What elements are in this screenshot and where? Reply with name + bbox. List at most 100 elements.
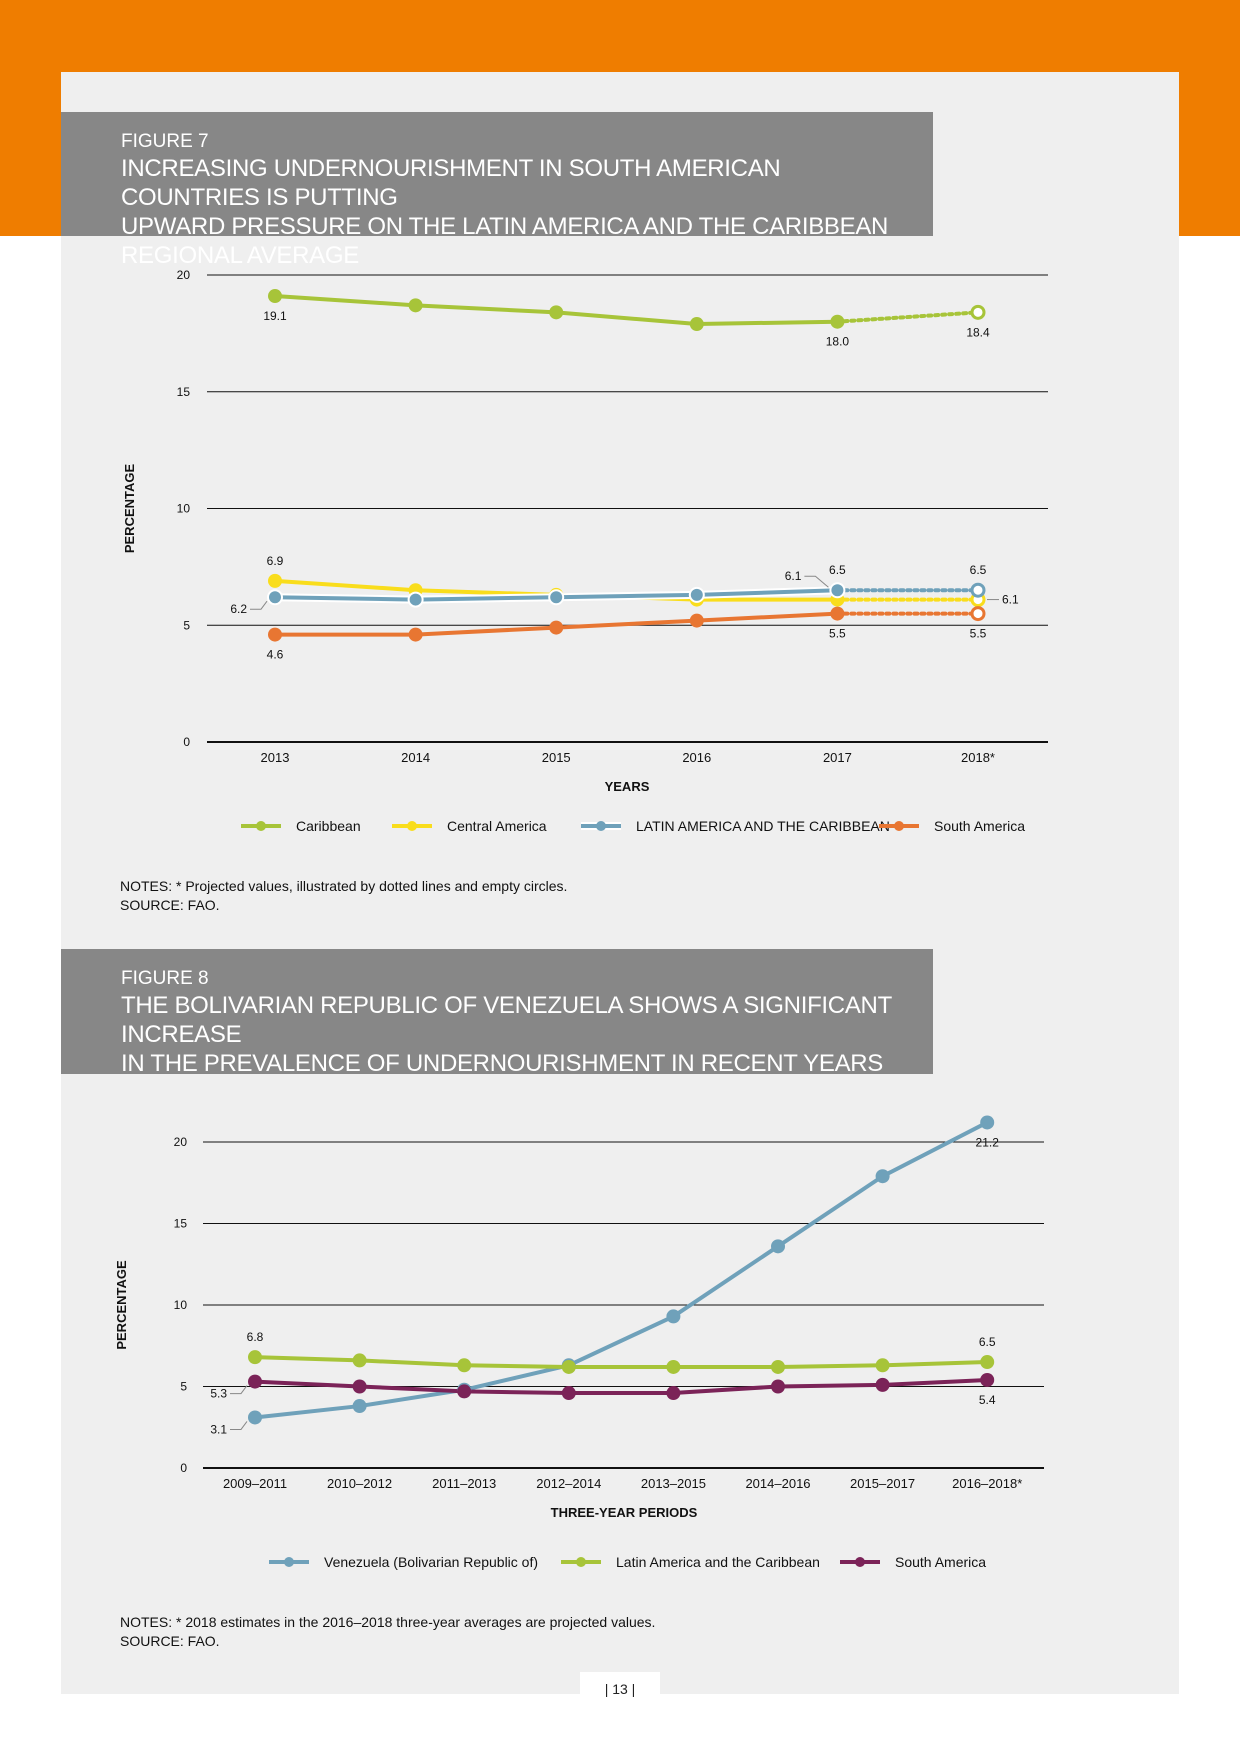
figure8-title-line1: THE BOLIVARIAN REPUBLIC OF VENEZUELA SHO… [121,992,892,1048]
fig7-legend-label: LATIN AMERICA AND THE CARIBBEAN [636,818,890,834]
fig8-series-1-data-label: 6.5 [979,1335,996,1349]
fig8-y-tick-label: 0 [180,1461,187,1475]
fig7-series-2-point [267,589,283,606]
fig7-legend-swatch-dot [256,821,266,831]
fig8-legend-swatch-dot [284,1557,294,1567]
fig7-series-0-point [830,314,845,329]
fig8-y-tick-label: 5 [180,1380,187,1394]
fig7-x-tick-label: 2013 [261,750,290,765]
fig7-series-3-data-label: 5.5 [970,627,987,641]
fig7-series-0-data-label: 18.4 [966,325,990,339]
figure8-notes-text: NOTES: * 2018 estimates in the 2016–2018… [120,1614,656,1630]
figure7-source-text: SOURCE: FAO. [120,897,220,913]
fig8-y-axis-label: PERCENTAGE [114,1260,129,1350]
fig7-y-tick-label: 5 [183,618,190,632]
fig8-y-tick-label: 15 [174,1217,188,1231]
fig8-series-1-point [666,1359,681,1374]
fig7-y-axis-label: PERCENTAGE [122,464,137,554]
fig8-series-0-point [666,1309,681,1324]
figure8-chart: 0 5 10 15 20 PERCENTAGE 2009–2011 2010–2012 2011… [114,1115,1044,1570]
fig7-series-0-projected-line [835,310,980,324]
content-panel [61,72,1179,1694]
fig8-series-1-line [254,1355,988,1369]
figure8-notes: NOTES: * 2018 estimates in the 2016–2018… [120,1613,655,1651]
fig8-x-axis-label: THREE-YEAR PERIODS [551,1505,698,1520]
fig8-series-2-line [254,1377,988,1396]
fig7-legend-swatch-dot [407,821,417,831]
fig8-series-1-point [248,1350,262,1365]
figure7-notes-text: NOTES: * Projected values, illustrated b… [120,878,568,894]
fig7-series-0-point [549,305,564,320]
fig8-series-1-point [980,1355,995,1370]
fig8-series-2-point [771,1379,785,1394]
fig8-x-tick-label: 2015–2017 [850,1476,915,1491]
figure8-label: FIGURE 8 [121,968,209,989]
figure7-notes: NOTES: * Projected values, illustrated b… [120,877,567,915]
fig7-y-tick-label: 20 [177,268,191,282]
fig7-series-3-point [970,606,986,622]
fig8-series-2-point [248,1374,262,1389]
fig8-x-tick-label: 2011–2013 [432,1476,496,1491]
fig7-x-tick-label: 2018* [961,750,995,765]
fig8-series-0-point [248,1410,262,1425]
fig8-series-2-data-label: 5.4 [979,1393,996,1407]
fig8-series-0-line [254,1120,989,1420]
fig7-series-0-point [689,317,704,332]
fig7-series-2-point [970,582,986,598]
fig8-series-1-point [561,1359,576,1374]
fig7-x-axis-label: YEARS [605,779,650,794]
figure7-label: FIGURE 7 [121,131,209,152]
fig7-y-tick-label: 10 [177,502,191,516]
fig8-series-1-point [352,1353,367,1368]
figure7-chart: 0 5 10 15 20 PERCENTAGE 2013 2014 2015 2016 2017 20… [122,268,1048,834]
fig8-series-2-point [561,1386,576,1401]
fig8-series-2-point [352,1379,367,1394]
fig8-legend-label: Venezuela (Bolivarian Republic of) [324,1554,538,1570]
fig7-series-2-point [688,586,705,603]
fig7-legend-label: South America [934,818,1025,834]
fig7-label-leader [250,600,268,610]
fig8-x-tick-label: 2010–2012 [327,1476,392,1491]
fig7-series-2-data-label: 6.5 [970,563,987,577]
fig7-series-2-point [548,589,565,606]
figure8-header: FIGURE 8 THE BOLIVARIAN REPUBLIC OF VENE… [61,949,933,1077]
figure7-header: FIGURE 7 INCREASING UNDERNOURISHMENT IN … [61,112,933,269]
fig7-legend-swatch-dot [894,821,904,831]
fig8-series-2-data-label: 5.3 [210,1387,227,1401]
fig8-label-leader [230,1385,248,1395]
fig7-series-2-point [407,591,424,608]
fig8-series-0-data-label: 3.1 [210,1422,227,1436]
fig7-series-3-point [830,606,845,621]
fig7-series-1-data-label: 6.9 [267,554,284,568]
fig8-label-leader [230,1421,248,1430]
fig7-y-tick-label: 15 [177,385,191,399]
fig8-series-2-point [980,1372,995,1387]
fig7-series-2-data-label: 6.1 [785,569,802,583]
fig8-series-0-point [771,1239,785,1254]
fig8-legend-label: South America [895,1554,986,1570]
fig8-x-tick-label: 2013–2015 [641,1476,706,1491]
fig7-series-2-data-label: 6.5 [829,563,846,577]
fig8-x-tick-label: 2012–2014 [536,1476,601,1491]
figure8-title-line2: IN THE PREVALENCE OF UNDERNOURISHMENT IN… [121,1050,884,1077]
fig7-series-3-point [689,613,704,628]
fig7-series-2-point [829,582,846,599]
fig8-x-tick-label: 2016–2018* [952,1476,1022,1491]
fig7-series-3-data-label: 5.5 [829,627,846,641]
fig8-legend-swatch-dot [855,1557,865,1567]
fig7-legend-label: Central America [447,818,547,834]
fig8-series-1-point [457,1358,472,1373]
fig7-series-2-data-label: 6.2 [230,602,247,616]
page-number: | 13 | [580,1672,660,1704]
fig7-y-tick-label: 0 [183,735,190,749]
fig7-x-tick-label: 2016 [682,750,711,765]
figure7-title-line2: UPWARD PRESSURE ON THE LATIN AMERICA AND… [121,213,889,269]
fig7-series-0-data-label: 18.0 [826,335,850,349]
fig8-y-tick-label: 10 [174,1298,188,1312]
fig8-series-1-point [771,1359,785,1374]
fig8-y-tick-label: 20 [174,1135,188,1149]
fig7-legend-label: Caribbean [296,818,361,834]
figure7-title-line1: INCREASING UNDERNOURISHMENT IN SOUTH AME… [121,155,781,211]
fig8-series-0-point [875,1169,890,1184]
fig7-series-0-data-label: 19.1 [263,309,287,323]
